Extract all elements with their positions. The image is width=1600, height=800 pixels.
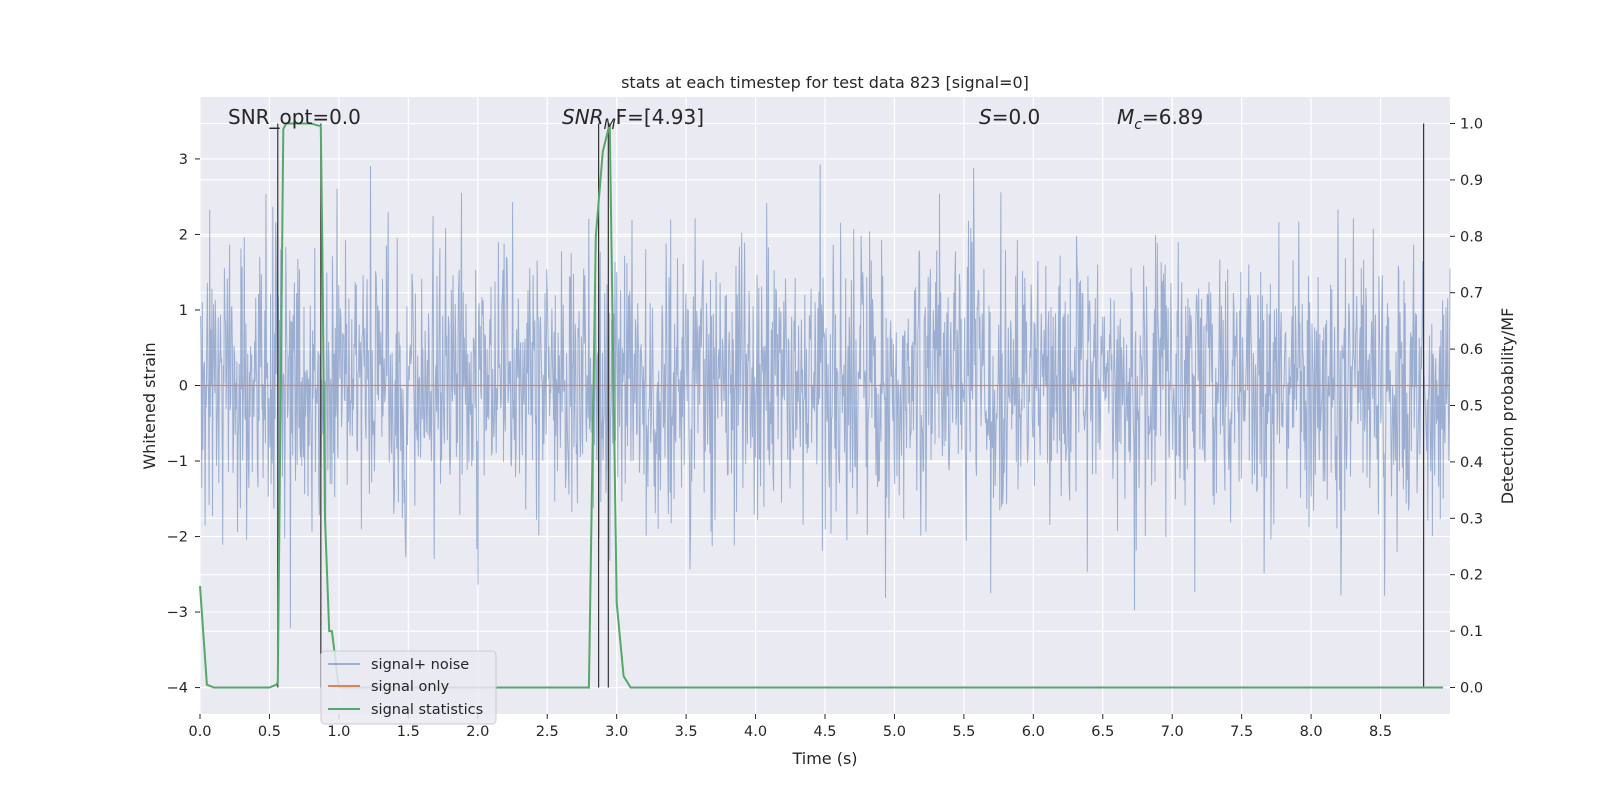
x-tick-label-10: 5.0 [883,724,906,740]
y-left-tick-label-3: −1 [167,454,188,470]
x-tick-label-15: 7.5 [1230,724,1253,740]
y-left-tick-label-5: 1 [179,303,188,319]
annotation-snr-opt: SNR_opt=0.0 [228,105,361,129]
x-tick-label-5: 2.5 [536,724,559,740]
annotation-mc: Mc=6.89 [1117,105,1203,133]
y-right-tick-label-7: 0.7 [1460,286,1483,302]
y-right-tick-label-10: 1.0 [1460,117,1483,133]
y-left-tick-label-0: −4 [167,681,188,697]
y-right-tick-label-5: 0.5 [1460,399,1483,415]
y-right-tick-label-3: 0.3 [1460,511,1483,527]
x-axis-ticks: 0.0 0.5 1.0 1.5 2.0 2.5 3.0 3.5 4.0 4.5 5.0 5.5 6.0 6… [188,714,1392,740]
x-tick-label-2: 1.0 [327,724,350,740]
x-tick-label-16: 8.0 [1300,724,1323,740]
x-tick-label-12: 6.0 [1022,724,1045,740]
signal-noise-line [199,164,1451,629]
x-tick-label-13: 6.5 [1091,724,1114,740]
y-left-tick-label-4: 0 [179,378,188,394]
y-left-tick-label-1: −3 [167,605,188,621]
x-tick-label-0: 0.0 [188,724,211,740]
annotation-s: S=0.0 [979,105,1040,129]
legend-label-signal-noise: signal+ noise [371,657,469,673]
y-left-tick-label-2: −2 [167,530,188,546]
x-tick-label-1: 0.5 [258,724,281,740]
signal-noise-series [199,164,1451,629]
y-right-tick-label-0: 0.0 [1460,680,1483,696]
y-right-tick-label-9: 0.9 [1460,173,1483,189]
y-right-tick-label-8: 0.8 [1460,229,1483,245]
y-right-axis-ticks: 0.0 0.1 0.2 0.3 0.4 0.5 0.6 0.7 0.8 0.9 1.0 [1450,117,1483,696]
signal-statistics-line [199,122,1444,689]
x-tick-label-9: 4.5 [813,724,836,740]
legend-label-signal-only: signal only [371,679,450,695]
x-tick-label-17: 8.5 [1369,724,1392,740]
x-tick-label-14: 7.0 [1161,724,1184,740]
y-right-tick-label-6: 0.6 [1460,342,1483,358]
legend: signal+ noise signal only signal statist… [320,650,497,725]
legend-frame [320,650,497,725]
y-left-axis-label: Whitened strain [140,342,159,469]
legend-label-signal-statistics: signal statistics [371,702,483,718]
x-axis-label: Time (s) [791,749,857,768]
y-right-axis-label: Detection probability/MF [1498,308,1517,505]
x-tick-label-6: 3.0 [605,724,628,740]
series-lines [199,122,1450,689]
x-tick-label-3: 1.5 [397,724,420,740]
x-tick-label-8: 4.0 [744,724,767,740]
y-left-tick-label-6: 2 [179,227,188,243]
x-tick-label-4: 2.0 [466,724,489,740]
y-right-tick-label-1: 0.1 [1460,624,1483,640]
annotation-snr-mf: SNRMF=[4.93] [562,105,704,133]
x-tick-label-11: 5.5 [952,724,975,740]
y-right-tick-label-2: 0.2 [1460,568,1483,584]
chart-title: stats at each timestep for test data 823… [621,73,1029,92]
y-left-axis-ticks: −4 −3 −2 −1 0 1 2 3 [167,152,200,697]
y-right-tick-label-4: 0.4 [1460,455,1483,471]
x-tick-label-7: 3.5 [675,724,698,740]
y-left-tick-label-7: 3 [179,152,188,168]
